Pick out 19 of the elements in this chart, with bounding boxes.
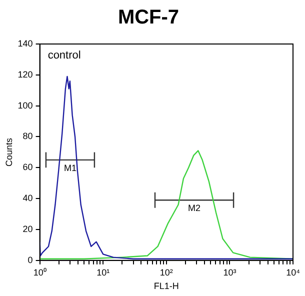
y-tick-label: 100 — [18, 100, 33, 110]
x-tick-label: 10⁴ — [286, 267, 300, 278]
series-label: control — [48, 50, 81, 62]
y-tick-label: 20 — [22, 224, 33, 234]
y-tick-label: 140 — [18, 38, 33, 48]
y-tick-label: 120 — [18, 69, 33, 80]
y-tick-label: 0 — [28, 254, 33, 265]
x-axis-title: FL1-H — [154, 281, 179, 292]
x-tick-label: 10³ — [223, 267, 236, 278]
y-tick-label: 60 — [22, 162, 33, 172]
x-tick-label: 10¹ — [96, 267, 110, 278]
x-tick-label: 10⁰ — [33, 267, 46, 278]
y-tick-label: 80 — [22, 131, 33, 142]
y-tick-label: 40 — [22, 193, 33, 204]
y-axis-title: Counts — [4, 137, 14, 166]
series-label: M2 — [188, 203, 201, 214]
chart-title: MCF-7 — [118, 6, 180, 29]
x-tick-label: 10² — [160, 267, 173, 278]
series-label: M1 — [64, 162, 76, 173]
